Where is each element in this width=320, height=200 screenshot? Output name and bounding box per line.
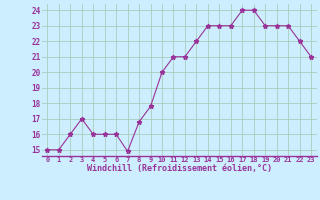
X-axis label: Windchill (Refroidissement éolien,°C): Windchill (Refroidissement éolien,°C) (87, 164, 272, 173)
